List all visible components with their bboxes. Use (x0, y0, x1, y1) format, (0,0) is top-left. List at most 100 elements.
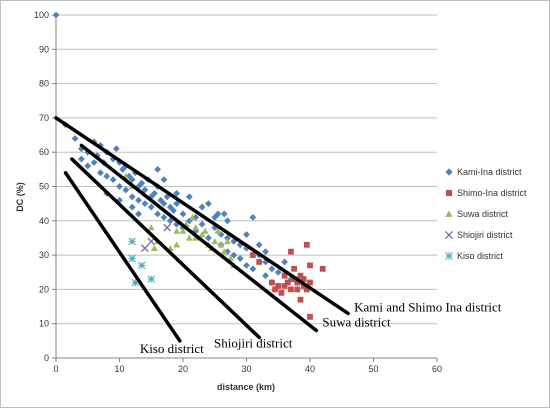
data-point (97, 169, 104, 177)
data-point (268, 265, 276, 273)
data-point (249, 213, 257, 221)
data-point (220, 210, 228, 218)
data-point (185, 217, 193, 225)
data-point (185, 234, 193, 241)
data-point (198, 231, 206, 238)
data-point (243, 261, 250, 269)
data-point (116, 183, 123, 190)
legend-marker (445, 252, 453, 260)
data-point (300, 276, 307, 282)
y-tick-label: 40 (39, 216, 49, 226)
data-point (128, 237, 136, 246)
data-point (236, 255, 244, 262)
y-axis-label: DC (%) (15, 182, 25, 212)
legend-label: Shiojiri district (457, 230, 513, 240)
data-point (303, 286, 310, 293)
data-point (307, 279, 313, 286)
data-point (109, 176, 117, 184)
x-tick-label: 30 (241, 364, 251, 374)
data-point (281, 283, 288, 289)
data-point (166, 217, 174, 225)
legend-marker (444, 230, 454, 240)
data-point (84, 162, 92, 170)
data-point (288, 286, 294, 293)
y-tick-label: 0 (44, 353, 49, 363)
data-point (141, 186, 149, 194)
data-point (291, 265, 298, 272)
data-point (119, 165, 127, 173)
series-1 (249, 241, 326, 320)
data-point (128, 254, 136, 263)
data-point (154, 210, 161, 218)
trend-line-label: Suwa district (322, 315, 391, 330)
legend-item: Suwa district (445, 209, 509, 219)
legend-marker (445, 189, 453, 197)
trend-line (63, 171, 182, 343)
data-point (179, 210, 187, 218)
trend-line (54, 116, 350, 316)
data-point (297, 272, 304, 279)
data-point (185, 193, 193, 201)
y-tick-label: 100 (34, 10, 49, 20)
data-point (262, 272, 269, 280)
data-point (157, 196, 165, 204)
data-point (300, 283, 307, 289)
data-point (224, 217, 231, 225)
legend-label: Suwa district (457, 209, 509, 219)
legend-item: Shimo-Ina district (445, 188, 527, 198)
x-tick-label: 60 (432, 364, 442, 374)
y-tick-labels: 0 10 20 30 40 50 60 70 80 90 100 (34, 10, 49, 363)
data-point (217, 241, 225, 248)
data-point (160, 200, 168, 208)
x-tick-label: 0 (53, 364, 58, 374)
x-tick-labels: 0 10 20 30 40 50 60 (53, 364, 442, 374)
data-point (217, 231, 225, 238)
data-point (189, 213, 196, 221)
data-point (138, 179, 146, 187)
data-point (170, 207, 177, 214)
data-point (147, 203, 155, 211)
data-point (205, 234, 212, 242)
data-point (131, 278, 140, 287)
legend-marker (445, 210, 453, 217)
data-point (147, 224, 155, 231)
data-point (173, 220, 181, 228)
y-tick-label: 70 (39, 113, 49, 123)
data-point (281, 272, 288, 279)
data-point (205, 200, 212, 208)
x-tick-label: 10 (114, 364, 124, 374)
data-point (214, 210, 222, 218)
x-tick-label: 20 (178, 364, 188, 374)
series-3 (141, 223, 171, 253)
data-point (154, 165, 161, 173)
data-point (179, 227, 187, 234)
data-point (198, 203, 206, 211)
data-point (297, 296, 304, 303)
trend-line (70, 157, 261, 340)
x-tick-label: 50 (368, 364, 378, 374)
y-tick-label: 30 (39, 250, 49, 260)
data-point (71, 135, 79, 142)
y-tick-label: 10 (39, 319, 49, 329)
data-point (160, 213, 168, 221)
y-tick-label: 20 (39, 284, 49, 294)
data-point (147, 275, 156, 283)
data-point (294, 279, 301, 286)
legend: Kami-Ina district Shimo-Ina district Suwa … (444, 167, 527, 261)
x-axis-label: distance (km) (217, 382, 275, 392)
legend-label: Kiso district (457, 251, 504, 261)
trend-line-label: Kami and Shimo Ina district (354, 299, 502, 314)
y-tick-label: 80 (39, 79, 49, 89)
axes (52, 14, 438, 362)
data-point (243, 244, 250, 252)
data-point (230, 237, 238, 245)
data-point (173, 189, 181, 197)
data-point (192, 224, 200, 231)
data-point (135, 210, 142, 218)
data-point (52, 11, 60, 19)
data-point (173, 241, 181, 248)
data-point (214, 227, 222, 234)
data-point (256, 259, 263, 265)
